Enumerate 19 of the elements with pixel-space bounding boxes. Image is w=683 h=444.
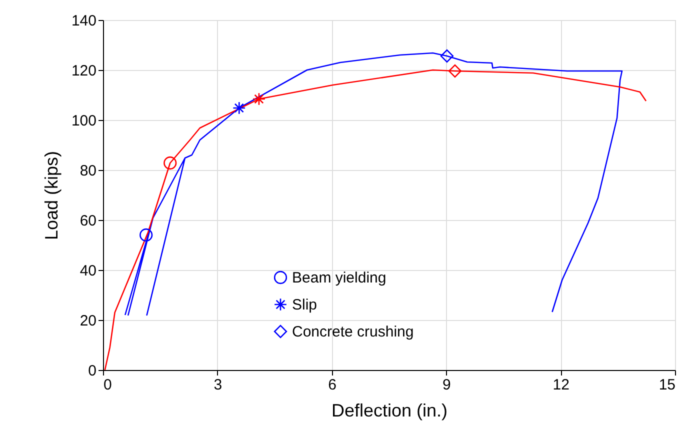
legend-label: Slip	[292, 296, 318, 314]
y-tick-label: 100	[71, 112, 96, 130]
y-axis-title: Load (kips)	[41, 150, 62, 240]
x-tick-label: 3	[214, 376, 222, 394]
y-tick-label: 20	[80, 312, 96, 330]
y-tick-label: 140	[71, 12, 96, 30]
y-tick-label: 0	[88, 362, 96, 380]
legend-label: Concrete crushing	[292, 324, 414, 340]
x-axis-title: Deflection (in.)	[331, 400, 448, 420]
y-tick-label: 120	[71, 62, 96, 80]
y-tick-label: 80	[80, 162, 96, 180]
x-tick-label: 9	[442, 376, 451, 394]
x-tick-label: 6	[328, 376, 336, 394]
x-tick-label: 12	[552, 376, 570, 394]
y-tick-label: 40	[80, 262, 96, 280]
x-tick-label: 15	[658, 376, 676, 394]
legend-label: Beam yielding	[292, 270, 386, 286]
y-tick-label: 60	[80, 212, 96, 230]
x-tick-label: 0	[104, 376, 112, 394]
